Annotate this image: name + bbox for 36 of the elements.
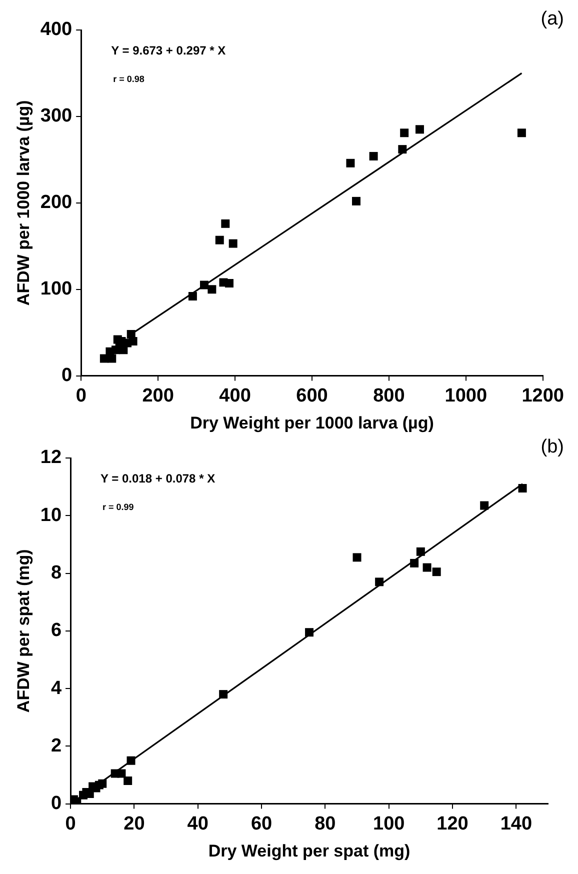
text: (b): [540, 436, 564, 458]
y-tick-label: 0: [62, 365, 72, 386]
x-tick-label: 40: [187, 813, 208, 834]
y-tick-label: 12: [40, 447, 62, 468]
y-tick-label: 0: [50, 793, 62, 814]
text: (a): [540, 8, 564, 30]
x-tick-label: 80: [314, 813, 336, 834]
x-tick-label: 1200: [522, 385, 564, 406]
annotation: r = 0.98: [113, 74, 144, 84]
x-tick-label: 200: [142, 385, 174, 406]
x-tick-label: 0: [76, 385, 86, 406]
x-tick-label: 100: [372, 813, 405, 834]
x-tick-label: 1000: [444, 385, 488, 406]
y-tick-label: 8: [50, 562, 62, 584]
annotation: Y = 0.018 + 0.078 * X: [100, 471, 216, 486]
x-tick-label: 400: [219, 385, 251, 406]
y-axis-title: AFDW per spat (mg): [14, 549, 33, 713]
x-tick-label: 20: [124, 813, 145, 834]
y-tick-label: 400: [40, 19, 72, 40]
y-tick-label: 6: [50, 620, 62, 642]
y-tick-label: 2: [50, 735, 62, 756]
x-tick-label: 140: [500, 813, 532, 834]
y-tick-label: 300: [40, 106, 72, 127]
annotation: r = 0.99: [102, 502, 134, 512]
x-tick-label: 60: [250, 813, 272, 834]
annotation: Y = 9.673 + 0.297 * X: [111, 43, 226, 58]
y-tick-label: 10: [40, 504, 62, 526]
x-tick-label: 800: [373, 385, 405, 406]
y-tick-label: 100: [40, 278, 72, 300]
x-tick-label: 120: [436, 813, 468, 834]
x-axis-title: Dry Weight per spat (mg): [208, 841, 410, 860]
x-tick-label: 600: [296, 385, 328, 406]
x-axis-title: Dry Weight per 1000 larva (µg): [190, 413, 434, 432]
y-tick-label: 4: [50, 678, 62, 699]
y-axis-title: AFDW per 1000 larva (µg): [14, 100, 33, 306]
y-tick-label: 200: [40, 192, 72, 214]
